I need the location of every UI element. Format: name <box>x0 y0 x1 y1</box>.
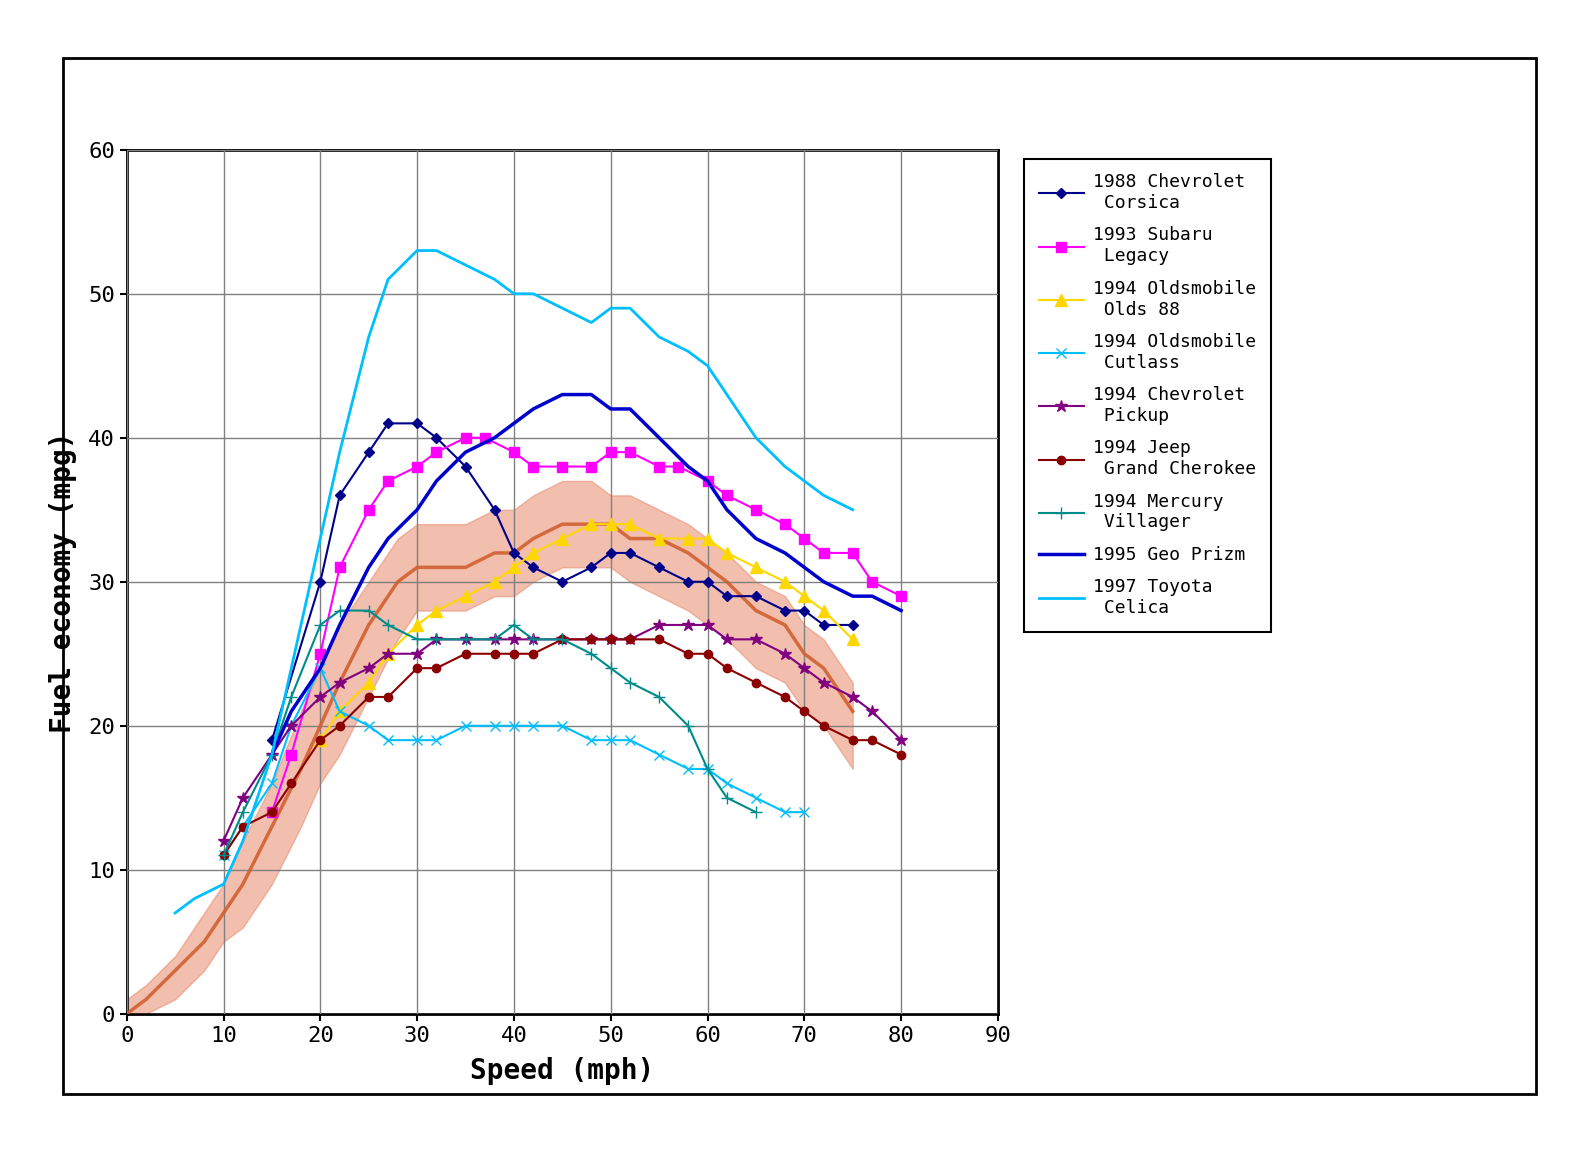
Y-axis label: Fuel economy (mpg): Fuel economy (mpg) <box>49 431 78 733</box>
Legend: 1988 Chevrolet
 Corsica, 1993 Subaru
 Legacy, 1994 Oldsmobile
 Olds 88, 1994 Old: 1988 Chevrolet Corsica, 1993 Subaru Lega… <box>1025 159 1270 631</box>
X-axis label: Speed (mph): Speed (mph) <box>470 1056 654 1085</box>
